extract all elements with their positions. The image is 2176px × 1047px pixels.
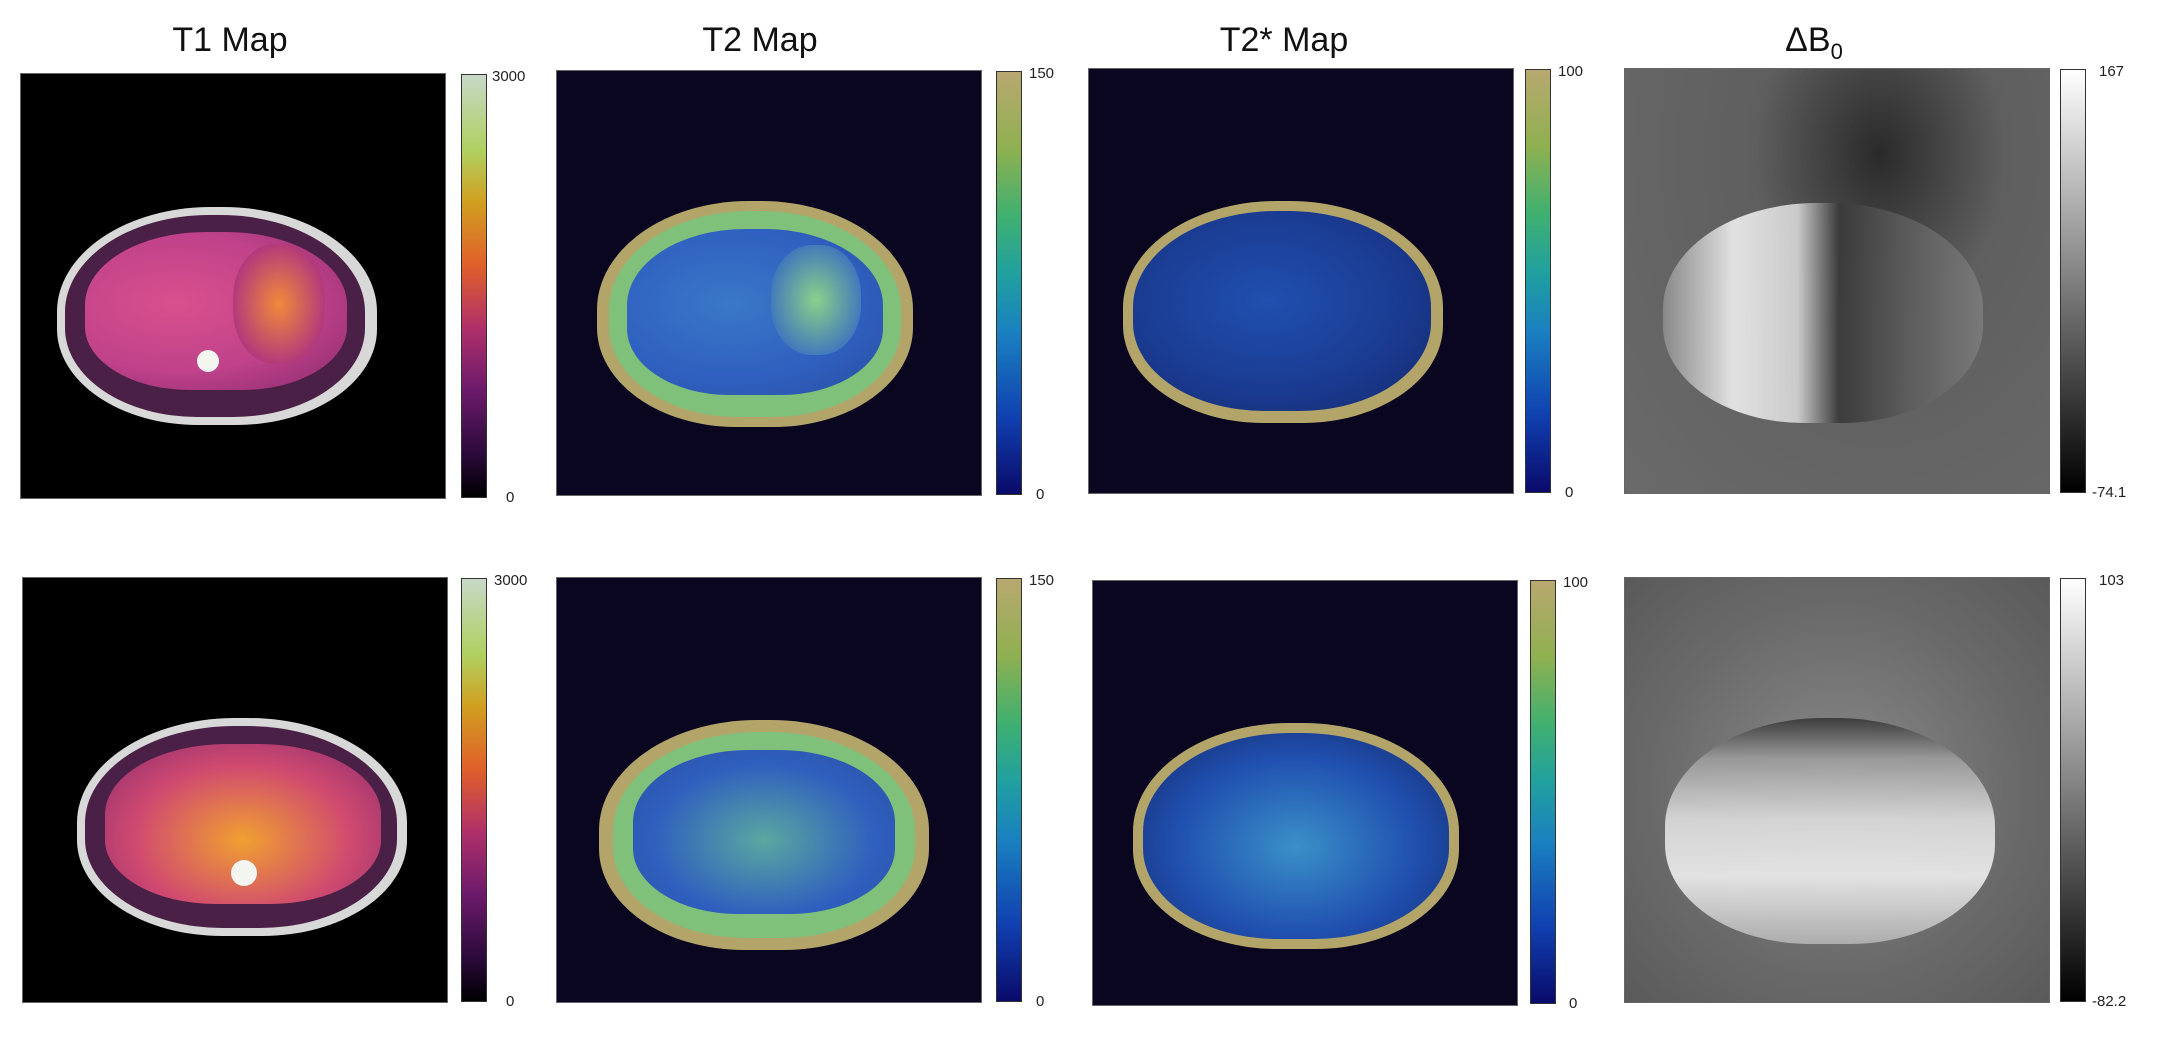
delta-b0-colorbar-row1: [2060, 69, 2086, 493]
t2star-cbar-min-row2: 0: [1569, 995, 1578, 1012]
t2-map-row2: [556, 577, 982, 1003]
t2star-cbar-max-row2: 100: [1563, 574, 1589, 591]
t2star-map-row2: [1092, 580, 1518, 1006]
t2-cbar-max-row1: 150: [1029, 65, 1055, 82]
t1-cbar-max-row2: 3000: [494, 572, 528, 589]
t2star-body-tissue-row2: [1143, 733, 1449, 939]
column-title-t2star: T2* Map: [1219, 21, 1349, 59]
t2-body-tissue-row2: [633, 750, 895, 914]
t2-cbar-min-row1: 0: [1036, 486, 1045, 503]
delta-b-subscript: 0: [1830, 38, 1843, 64]
t2star-body-tissue: [1133, 211, 1431, 411]
delta-b0-cbar-max-row2: 103: [2099, 572, 2125, 589]
delta-b-label: ΔB: [1785, 21, 1831, 59]
t2-stomach-region: [771, 245, 861, 355]
t2star-map-row1: [1088, 68, 1514, 494]
t2star-cbar-max-row1: 100: [1558, 63, 1584, 80]
t1-map-row2: [22, 577, 448, 1003]
delta-b0-cbar-min-row2: -82.2: [2092, 993, 2127, 1010]
delta-b0-body: [1663, 203, 1983, 423]
column-title-delta-b0: ΔB0: [1604, 18, 2024, 62]
t1-cbar-min-row1: 0: [506, 489, 515, 506]
t2-colorbar-row2: [996, 578, 1022, 1002]
t1-colorbar-row1: [461, 74, 487, 498]
column-title-t1: T1 Map: [172, 21, 288, 59]
delta-b0-colorbar-row2: [2060, 578, 2086, 1002]
delta-b0-map-row2: [1624, 577, 2050, 1003]
t1-spleen-region: [233, 244, 325, 364]
t2-cbar-min-row2: 0: [1036, 993, 1045, 1010]
delta-b0-body-row2: [1665, 718, 1995, 944]
delta-b0-cbar-max-row1: 167: [2099, 63, 2125, 80]
delta-b0-map-row1: [1624, 68, 2050, 494]
t2star-colorbar-row2: [1530, 580, 1556, 1004]
t2star-colorbar-row1: [1525, 69, 1551, 493]
t1-cbar-min-row2: 0: [506, 993, 515, 1010]
t1-spine-row2: [231, 860, 257, 886]
t1-spine: [197, 350, 219, 372]
column-title-t2: T2 Map: [702, 21, 818, 59]
t1-cbar-max-row1: 3000: [492, 68, 526, 85]
t1-colorbar-row2: [461, 578, 487, 1002]
t1-map-row1: [20, 73, 446, 499]
delta-b0-cbar-min-row1: -74.1: [2092, 484, 2127, 501]
t2-cbar-max-row2: 150: [1029, 572, 1055, 589]
t2-map-row1: [556, 70, 982, 496]
t2-colorbar-row1: [996, 71, 1022, 495]
t2star-cbar-min-row1: 0: [1565, 484, 1574, 501]
